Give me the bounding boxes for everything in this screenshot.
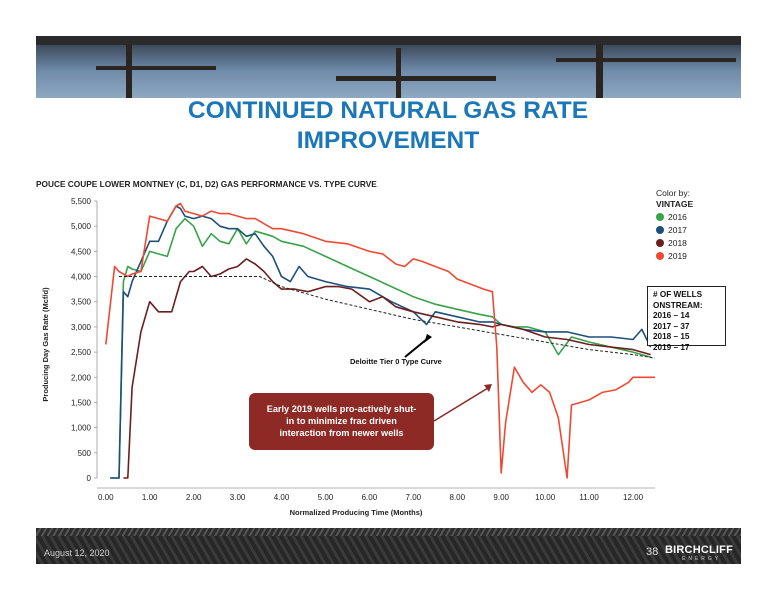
callout-line: Early 2019 wells pro-actively shut- <box>266 404 417 414</box>
legend-item: 2018 <box>656 237 693 249</box>
x-axis-label: Normalized Producing Time (Months) <box>290 508 423 517</box>
y-tick-label: 5,500 <box>71 197 92 206</box>
wells-header: ONSTREAM: <box>653 300 703 310</box>
series-2016-line <box>110 217 651 479</box>
x-tick-label: 8.00 <box>449 493 465 502</box>
banner-girder <box>126 45 132 98</box>
series-2019-line <box>105 202 655 479</box>
y-tick-label: 2,500 <box>71 348 92 357</box>
banner-girder <box>596 45 603 98</box>
x-tick-label: 1.00 <box>142 493 158 502</box>
legend-item: 2017 <box>656 224 693 236</box>
y-tick-label: 1,500 <box>71 398 92 407</box>
page-number: 38 <box>646 546 659 558</box>
wells-line: 2018 – 15 <box>653 332 690 342</box>
legend-dot <box>656 252 664 260</box>
callout-arrow <box>433 387 489 422</box>
x-tick-label: 12.00 <box>623 493 644 502</box>
y-axis-label: Producing Day Gas Rate (Mcf/d) <box>41 287 50 402</box>
callout-arrowhead <box>484 384 492 392</box>
company-logo-sub: ENERGY <box>682 556 722 562</box>
shut-in-callout: Early 2019 wells pro-actively shut- in t… <box>249 393 434 450</box>
y-tick-label: 0 <box>87 474 92 483</box>
company-logo: BIRCHCLIFF <box>665 544 733 556</box>
y-tick-label: 4,500 <box>71 247 92 256</box>
x-tick-label: 7.00 <box>406 493 422 502</box>
wells-line: 2019 – 17 <box>653 342 690 352</box>
banner-girder <box>556 58 736 62</box>
x-tick-label: 10.00 <box>535 493 556 502</box>
y-tick-label: 2,000 <box>71 373 92 382</box>
legend-color-by: Color by: <box>656 188 691 198</box>
type-curve-line <box>119 276 656 359</box>
type-curve-arrowhead <box>424 334 432 343</box>
callout-line: in to minimize frac driven <box>286 416 397 426</box>
x-tick-label: 6.00 <box>362 493 378 502</box>
slide-title-line1: CONTINUED NATURAL GAS RATE <box>187 97 589 124</box>
wells-line: 2016 – 14 <box>653 311 690 321</box>
y-tick-label: 3,000 <box>71 323 92 332</box>
banner-girder <box>96 66 216 70</box>
series-2018-line <box>123 258 651 479</box>
x-tick-label: 11.00 <box>579 493 599 502</box>
legend-vintage: VINTAGE <box>656 199 694 209</box>
x-tick-label: 0.00 <box>98 493 114 502</box>
legend: Color by: VINTAGE 2016 2017 2018 2019 <box>656 188 693 262</box>
y-tick-label: 500 <box>78 449 92 458</box>
legend-label: 2017 <box>668 225 687 235</box>
legend-dot <box>656 226 664 234</box>
legend-item: 2016 <box>656 211 693 223</box>
banner-dark-band <box>36 36 741 45</box>
y-tick-label: 5,000 <box>71 222 92 231</box>
header-banner-image <box>36 36 741 98</box>
legend-dot <box>656 239 664 247</box>
y-tick-label: 1,000 <box>71 424 92 433</box>
x-tick-label: 5.00 <box>318 493 334 502</box>
legend-label: 2019 <box>668 251 687 261</box>
legend-label: 2016 <box>668 212 687 222</box>
y-tick-label: 3,500 <box>71 298 92 307</box>
footer-date: August 12, 2020 <box>44 548 110 558</box>
x-tick-label: 4.00 <box>274 493 290 502</box>
x-tick-label: 3.00 <box>230 493 246 502</box>
banner-girder <box>336 76 496 81</box>
type-curve-annotation: Deloitte Tier 0 Type Curve <box>350 357 442 366</box>
wells-onstream-box: # OF WELLS ONSTREAM: 2016 – 14 2017 – 37… <box>647 286 726 352</box>
type-curve-arrow <box>404 338 428 358</box>
x-tick-label: 2.00 <box>186 493 202 502</box>
legend-item: 2019 <box>656 250 693 262</box>
banner-girder <box>396 48 401 98</box>
wells-header: # OF WELLS <box>653 290 703 299</box>
chart-title: POUCE COUPE LOWER MONTNEY (C, D1, D2) GA… <box>36 179 377 189</box>
y-tick-label: 4,000 <box>71 273 92 282</box>
legend-dot <box>656 213 664 221</box>
wells-line: 2017 – 37 <box>653 321 690 331</box>
slide-title: CONTINUED NATURAL GAS RATE IMPROVEMENT <box>0 96 776 156</box>
x-tick-label: 9.00 <box>493 493 509 502</box>
legend-label: 2018 <box>668 238 687 248</box>
callout-line: interaction from newer wells <box>279 428 404 438</box>
footer-pattern <box>36 528 741 536</box>
slide-title-line2: IMPROVEMENT <box>296 127 480 154</box>
